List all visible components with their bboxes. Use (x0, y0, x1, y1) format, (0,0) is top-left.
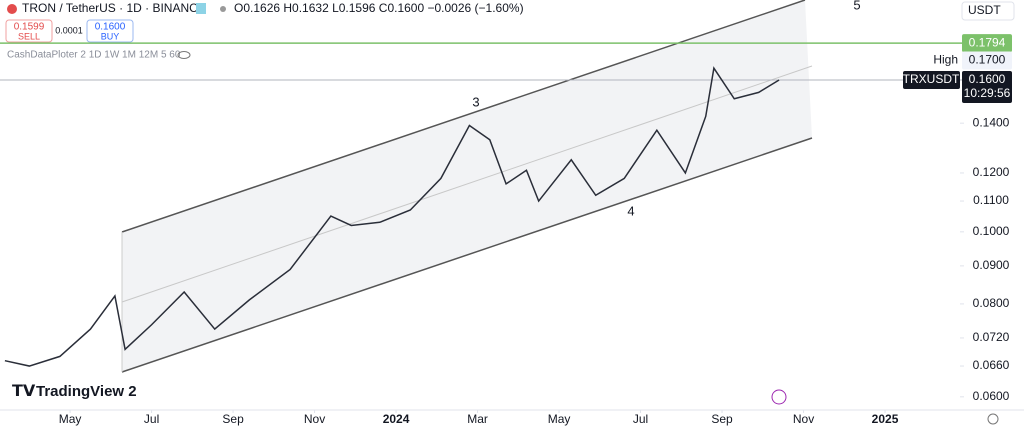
x-tick-label: Sep (222, 412, 244, 426)
brand-logo: 𝗧𝗩 (12, 383, 36, 400)
x-tick-label: May (548, 412, 571, 426)
buy-label: BUY (101, 31, 120, 41)
sell-button[interactable] (5, 19, 53, 43)
lightning-icon[interactable] (771, 389, 787, 405)
wave-label: 4 (627, 203, 634, 218)
last-price-box (962, 71, 1012, 104)
buy-price: 0.1600 (95, 22, 126, 33)
buy-button[interactable] (86, 19, 134, 43)
high-marker-name: High (933, 53, 958, 67)
wave-label: 5 (853, 0, 860, 12)
spread: 0.0001 (55, 25, 83, 35)
channel-upper (121, 0, 806, 233)
x-tick-label: May (59, 412, 82, 426)
y-tick-label: 0.1000 (973, 224, 1010, 238)
y-tick-label: 0.0900 (973, 258, 1010, 272)
price-line (4, 66, 780, 367)
currency-select[interactable] (961, 1, 1015, 21)
symbol-box (903, 71, 960, 90)
flag-icon (196, 3, 206, 14)
brand: TradingView 2 (36, 383, 137, 400)
x-tick-label: Nov (304, 412, 325, 426)
wave-label: 3 (472, 94, 479, 109)
channel-mid (121, 65, 813, 303)
status-dot (220, 6, 226, 12)
high-marker-tick (962, 51, 1012, 70)
symbol-icon (7, 4, 17, 14)
sell-price: 0.1599 (14, 22, 45, 33)
high-line-label: 0.1794 (969, 35, 1006, 49)
y-tick-label: 0.0600 (973, 389, 1010, 403)
countdown: 10:29:56 (964, 86, 1011, 100)
channel-lower (121, 137, 813, 373)
channel-fill (122, 0, 812, 372)
ohlc: O0.1626 H0.1632 L0.1596 C0.1600 −0.0026 … (234, 1, 524, 15)
x-tick-label: Jul (633, 412, 648, 426)
indicator-label: CashDataPloter 2 1D 1W 1M 12M 5 60 (7, 50, 181, 61)
x-tick-label: 2025 (872, 412, 899, 426)
currency: USDT (968, 3, 1001, 17)
y-tick-label: 0.0800 (973, 296, 1010, 310)
y-tick-label: 0.1100 (973, 193, 1009, 207)
high-marker-label: 0.1700 (969, 53, 1006, 67)
y-tick-label: 0.1400 (973, 115, 1010, 129)
high-line-box (962, 34, 1012, 53)
eye-icon[interactable] (177, 51, 191, 59)
y-tick-label: 0.0720 (973, 330, 1010, 344)
x-tick-label: 2024 (383, 412, 410, 426)
x-tick-label: Sep (711, 412, 733, 426)
symbol-title: TRON / TetherUS · 1D · BINANCE (22, 1, 206, 15)
x-tick-label: Nov (793, 412, 814, 426)
x-tick-label: Mar (467, 412, 488, 426)
settings-icon[interactable] (987, 413, 999, 425)
sell-label: SELL (18, 31, 40, 41)
last-price-label: 0.1600 (969, 72, 1006, 86)
y-tick-label: 0.0660 (973, 358, 1010, 372)
y-tick-label: 0.1200 (973, 165, 1010, 179)
x-tick-label: Jul (144, 412, 159, 426)
symbol-label: TRXUSDT (903, 72, 960, 86)
